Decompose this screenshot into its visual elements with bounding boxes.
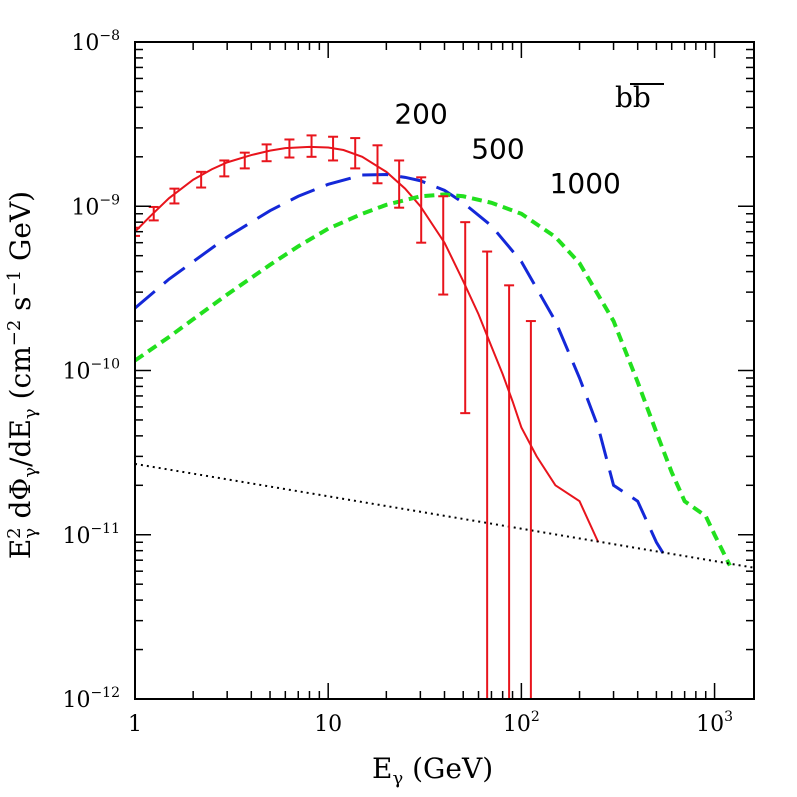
error-bar bbox=[219, 159, 230, 178]
x-tick-label: 102 bbox=[503, 709, 540, 737]
error-bar bbox=[350, 137, 361, 170]
plot-frame bbox=[134, 41, 755, 700]
series-label-200: 200 bbox=[394, 97, 447, 130]
series-label-1000: 1000 bbox=[550, 167, 621, 200]
error-bar bbox=[284, 138, 295, 159]
error-bar bbox=[135, 226, 140, 237]
error-bar bbox=[306, 134, 317, 158]
error-bar bbox=[239, 151, 250, 170]
series-layer bbox=[135, 145, 754, 569]
error-bar bbox=[394, 159, 405, 209]
y-tick-label: 10−9 bbox=[71, 192, 120, 220]
tick-label-layer: 1 10 102 103 10−12 10−11 10−10 10−9 10−8 bbox=[62, 28, 733, 737]
error-bar bbox=[525, 320, 536, 699]
series-label-500: 500 bbox=[471, 133, 524, 166]
series-label-layer: 200 500 1000 bbox=[394, 97, 621, 200]
x-tick-label: 1 bbox=[128, 712, 142, 737]
x-tick-label: 103 bbox=[696, 709, 733, 737]
error-bar-layer bbox=[135, 134, 536, 699]
x-axis-label: Eγ (GeV) bbox=[372, 752, 493, 789]
y-axis-label: Eγ2 dΦγ/dEγ (cm−2 s−1 GeV) bbox=[4, 191, 41, 559]
error-bar bbox=[196, 170, 207, 189]
error-bar bbox=[438, 195, 449, 296]
error-bar bbox=[372, 144, 383, 185]
error-bar bbox=[328, 135, 339, 162]
error-bar bbox=[169, 187, 180, 205]
error-bar bbox=[261, 143, 272, 163]
y-tick-label: 10−11 bbox=[62, 521, 120, 549]
error-bar bbox=[504, 284, 515, 699]
x-tick-label: 10 bbox=[314, 712, 342, 737]
channel-label: bb bbox=[615, 81, 651, 114]
series-line-1000 bbox=[135, 192, 732, 567]
y-tick-label: 10−8 bbox=[71, 28, 120, 56]
error-bar bbox=[482, 250, 493, 699]
y-tick-label: 10−12 bbox=[62, 685, 120, 713]
error-bar bbox=[416, 176, 427, 244]
y-tick-label: 10−10 bbox=[62, 357, 120, 385]
series-line-200 bbox=[135, 145, 600, 543]
tick-layer bbox=[134, 41, 754, 700]
error-bar bbox=[460, 221, 471, 415]
series-line-background bbox=[135, 462, 754, 569]
series-line-500 bbox=[135, 173, 666, 557]
